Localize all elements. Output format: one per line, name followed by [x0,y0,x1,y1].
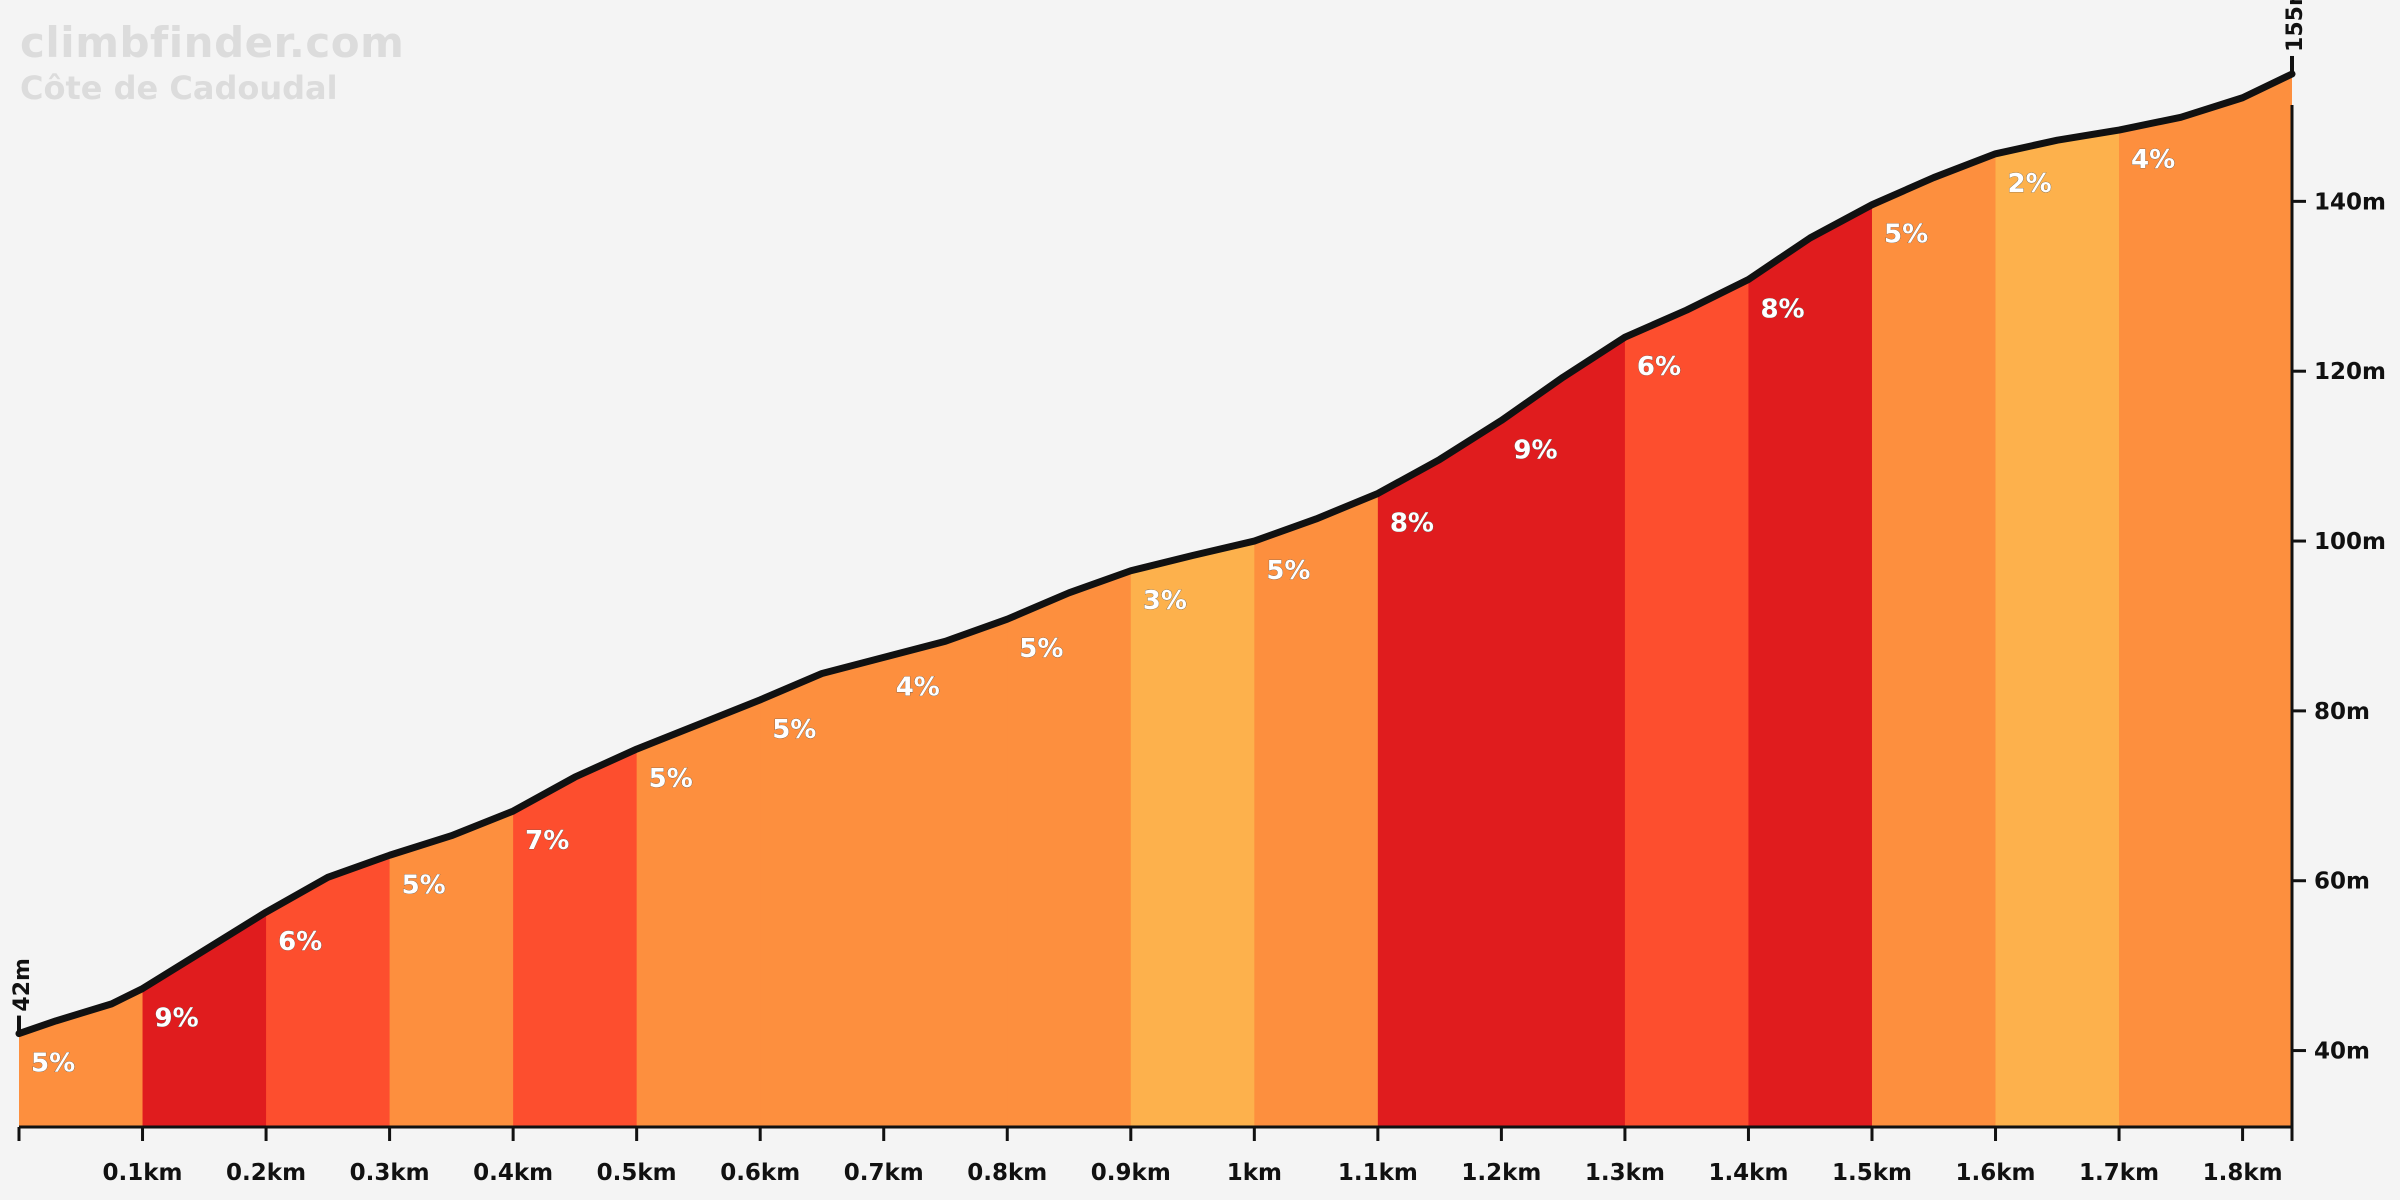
end-elevation-label: 155m [2283,0,2308,52]
y-tick-label: 80m [2314,699,2370,725]
x-tick-label: 0.4km [473,1160,553,1186]
x-tick-label: 1.7km [2079,1160,2159,1186]
grade-segment [1624,73,1750,1127]
x-tick-label: 1.8km [2203,1160,2283,1186]
y-tick-label: 100m [2314,529,2386,555]
x-tick-label: 0.5km [597,1160,677,1186]
x-tick-label: 1.3km [1585,1160,1665,1186]
grade-label: 5% [649,764,693,794]
grade-segment [1871,73,1997,1127]
grade-segments [19,73,2292,1127]
grade-label: 5% [1884,220,1928,250]
grade-segment [636,73,761,1127]
grade-label: 5% [1019,634,1063,664]
axes: 0.1km 0.2km 0.3km 0.4km 0.5km 0.6km 0.7km 0.8km… [10,0,2386,1186]
grade-segment [1748,73,1873,1127]
grade-label: 3% [1143,586,1187,616]
grade-label: 9% [1513,435,1557,465]
grade-label: 5% [772,715,816,745]
grade-segment [1995,73,2120,1127]
x-tick-label: 1km [1227,1160,1282,1186]
grade-label: 8% [1390,508,1434,538]
start-elevation-label: 42m [10,958,35,1012]
grade-segment [2119,73,2292,1127]
grade-segment [266,73,391,1127]
grade-labels: 5% 9% 6% 5% 7% 5% 5% 4% 5% 3% 5% 8% 9% 6% 8% 5% 2% 4% [31,145,2176,1079]
climb-name: Côte de Cadoudal [20,69,338,107]
grade-label: 5% [402,870,446,900]
x-tick-label: 1.2km [1461,1160,1541,1186]
y-tick-label: 40m [2314,1039,2370,1065]
x-tick-label: 0.6km [720,1160,800,1186]
grade-label: 6% [1637,352,1681,382]
watermark-brand: climbfinder.com Côte de Cadoudal [20,18,404,107]
grade-label: 2% [2008,169,2052,199]
profile-line [15,70,2296,1038]
y-tick-label: 140m [2314,189,2386,215]
grade-label: 9% [155,1004,199,1034]
grade-label: 4% [2131,145,2175,175]
grade-label: 5% [1266,556,1310,586]
x-tick-label: 1.6km [1956,1160,2036,1186]
grade-label: 8% [1760,294,1804,324]
grade-label: 7% [525,826,569,856]
grade-segment [142,73,267,1127]
y-tick-label: 120m [2314,359,2386,385]
grade-segment [19,73,144,1127]
x-tick-label: 1.5km [1832,1160,1912,1186]
grade-segment [1501,73,1626,1127]
x-tick-label: 0.9km [1091,1160,1171,1186]
grade-segment [883,73,1008,1127]
grade-segment [1377,73,1502,1127]
grade-label: 6% [278,927,322,957]
grade-label: 5% [31,1049,75,1079]
x-tick-label: 0.8km [967,1160,1047,1186]
x-tick-label: 0.3km [350,1160,430,1186]
site-name: climbfinder.com [20,18,405,67]
y-tick-label: 60m [2314,869,2370,895]
x-tick-label: 0.1km [103,1160,183,1186]
x-tick-label: 0.7km [844,1160,924,1186]
grade-segment [389,73,514,1127]
x-tick-label: 1.1km [1338,1160,1418,1186]
grade-segment [760,73,885,1127]
x-tick-label: 0.2km [226,1160,306,1186]
x-tick-label: 1.4km [1708,1160,1788,1186]
grade-label: 4% [896,672,940,702]
grade-segment [513,73,638,1127]
grade-segment [1130,73,1255,1127]
